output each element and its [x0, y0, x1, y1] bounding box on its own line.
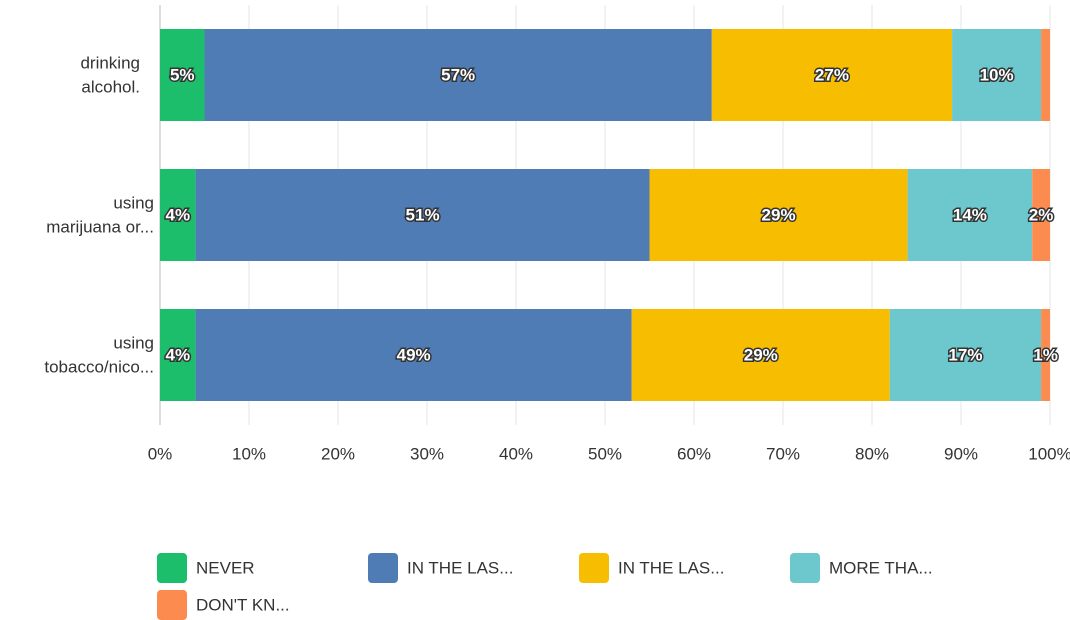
bar-segment [889, 309, 1042, 401]
x-tick-label: 90% [944, 444, 978, 463]
data-label: 17% [948, 345, 982, 364]
data-label: 14% [953, 205, 987, 224]
bar-segment [160, 169, 196, 261]
bar-segment [1032, 169, 1050, 261]
data-label: 49% [397, 345, 431, 364]
data-label: 57% [441, 65, 475, 84]
bar-segment [160, 29, 205, 121]
data-label: 5% [170, 65, 195, 84]
data-label: 29% [744, 345, 778, 364]
x-tick-label: 0% [148, 444, 173, 463]
legend-label: MORE THA... [829, 558, 933, 577]
x-tick-label: 50% [588, 444, 622, 463]
category-label: using [113, 333, 154, 352]
legend-swatch [157, 590, 187, 620]
x-tick-label: 70% [766, 444, 800, 463]
bar-segment [195, 169, 650, 261]
legend-label: IN THE LAS... [407, 558, 513, 577]
x-tick-label: 30% [410, 444, 444, 463]
x-tick-label: 10% [232, 444, 266, 463]
bar-segment [907, 169, 1033, 261]
legend-label: DON'T KN... [196, 595, 290, 614]
data-label: 4% [166, 205, 191, 224]
category-label: alcohol. [81, 77, 140, 96]
bar-segment [1041, 309, 1050, 401]
data-label: 4% [166, 345, 191, 364]
x-tick-label: 100% [1028, 444, 1070, 463]
category-label: tobacco/nico... [44, 357, 154, 376]
legend-swatch [368, 553, 398, 583]
legend-swatch [157, 553, 187, 583]
legend-label: IN THE LAS... [618, 558, 724, 577]
x-tick-label: 60% [677, 444, 711, 463]
bar-segment [1041, 29, 1050, 121]
bar-segment [160, 309, 196, 401]
data-label: 2% [1029, 205, 1054, 224]
bar-segment [711, 29, 953, 121]
data-label: 51% [406, 205, 440, 224]
data-label: 10% [980, 65, 1014, 84]
legend-label: NEVER [196, 558, 255, 577]
data-label: 27% [815, 65, 849, 84]
legend-swatch [579, 553, 609, 583]
category-label: marijuana or... [46, 217, 154, 236]
data-label: 1% [1033, 345, 1058, 364]
bar-segment [204, 29, 712, 121]
x-tick-label: 20% [321, 444, 355, 463]
x-tick-label: 80% [855, 444, 889, 463]
bar-segment [195, 309, 632, 401]
bar-segment [631, 309, 890, 401]
legend-swatch [790, 553, 820, 583]
data-label: 29% [762, 205, 796, 224]
category-label: drinking [80, 53, 140, 72]
category-label: using [113, 193, 154, 212]
bar-segment [649, 169, 908, 261]
bar-segment [952, 29, 1042, 121]
x-tick-label: 40% [499, 444, 533, 463]
